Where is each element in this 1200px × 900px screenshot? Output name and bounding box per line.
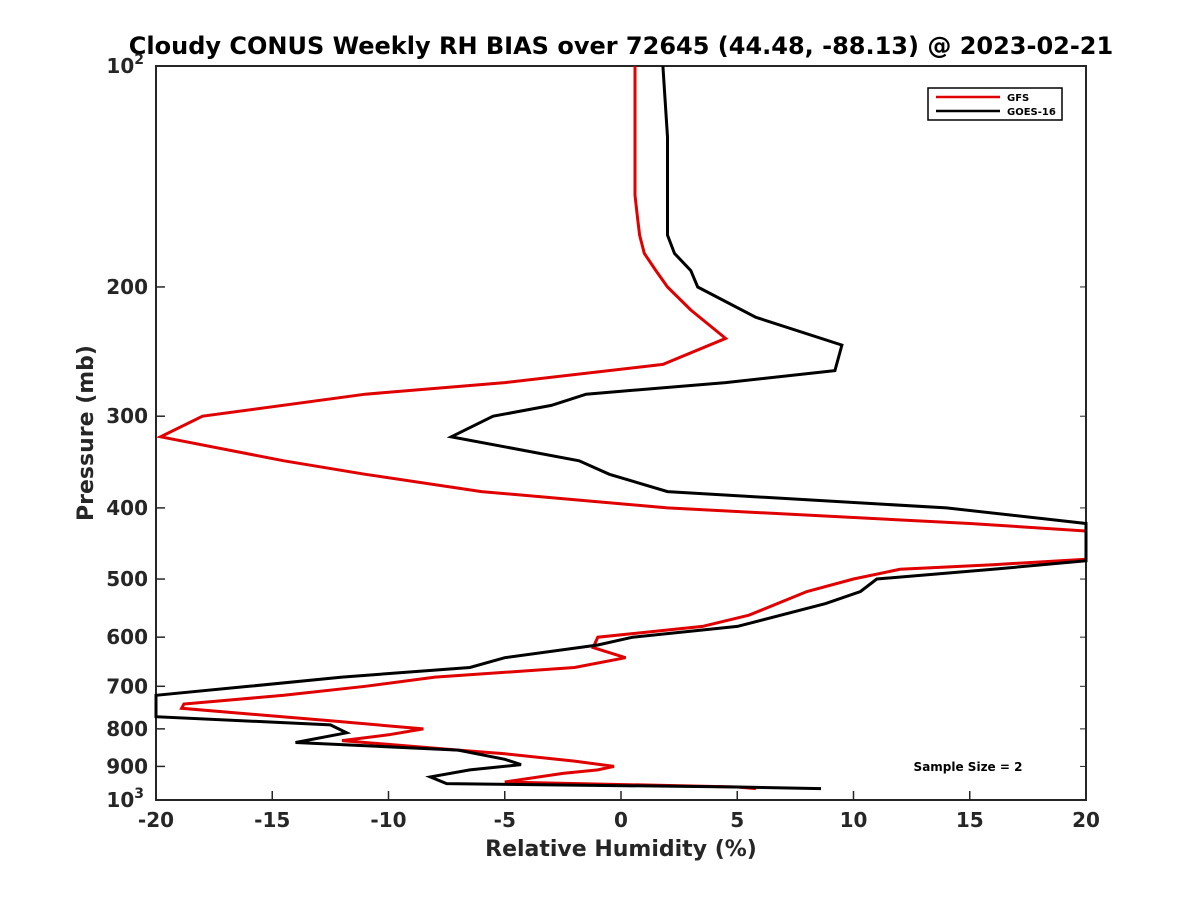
series-layer bbox=[154, 65, 1088, 791]
series-line-goes16 bbox=[154, 65, 1088, 791]
x-tick-label: -15 bbox=[254, 808, 290, 832]
y-tick-label: 900 bbox=[106, 754, 148, 778]
x-tick-label: -10 bbox=[370, 808, 406, 832]
legend-box bbox=[927, 87, 1063, 121]
x-tick-label: -20 bbox=[138, 808, 174, 832]
x-axis-label: Relative Humidity (%) bbox=[485, 837, 757, 862]
y-tick-label: 800 bbox=[106, 717, 148, 741]
x-tick-label: 5 bbox=[730, 808, 744, 832]
x-tick-label: -5 bbox=[494, 808, 516, 832]
y-tick-label: 300 bbox=[106, 404, 148, 428]
y-axis-label: Pressure (mb) bbox=[74, 345, 99, 521]
y-tick-label: 600 bbox=[106, 625, 148, 649]
x-tick-label: 0 bbox=[614, 808, 628, 832]
x-tick-label: 15 bbox=[956, 808, 984, 832]
legend-label-gfs: GFS bbox=[1007, 93, 1029, 104]
y-tick-label: 200 bbox=[106, 275, 148, 299]
y-tick-label: 500 bbox=[106, 567, 148, 591]
legend-label-goes16: GOES-16 bbox=[1007, 107, 1056, 118]
y-tick-label: 400 bbox=[106, 496, 148, 520]
x-tick-label: 20 bbox=[1072, 808, 1100, 832]
x-tick-label: 10 bbox=[840, 808, 868, 832]
legend: GFS GOES-16 bbox=[927, 87, 1063, 121]
sample-size-annotation: Sample Size = 2 bbox=[914, 760, 1023, 774]
chart-title: Cloudy CONUS Weekly RH BIAS over 72645 (… bbox=[129, 32, 1113, 60]
y-tick-label: 700 bbox=[106, 674, 148, 698]
plot-frame bbox=[155, 65, 1087, 801]
y-tick-label: 102 bbox=[106, 52, 144, 78]
x-axis-ticks: -20 -15 -10 -5 0 5 10 15 20 bbox=[138, 791, 1100, 832]
